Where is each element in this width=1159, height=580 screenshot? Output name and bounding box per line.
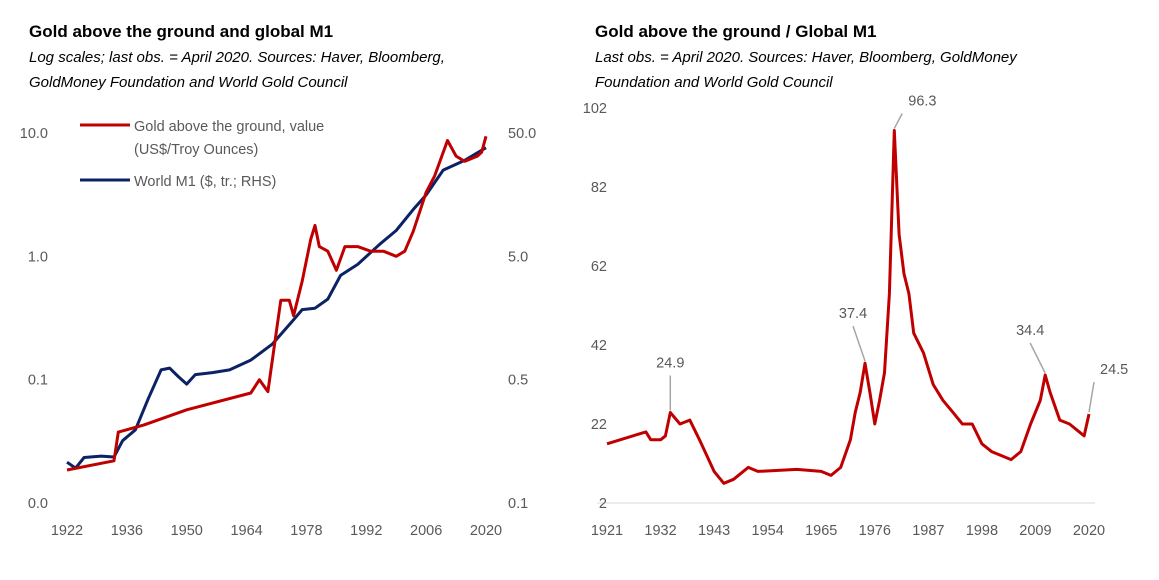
y-left-tick-label: 0.1 <box>28 373 48 389</box>
m1-series-line <box>66 146 487 470</box>
gold-series-line <box>66 135 488 472</box>
y-right-tick-label: 50.0 <box>508 126 536 142</box>
y-right-tick-label: 0.1 <box>508 496 528 512</box>
x-tick-label: 2020 <box>1073 523 1105 539</box>
y-right-tick-label: 5.0 <box>508 249 528 265</box>
x-tick-label: 2009 <box>1019 523 1051 539</box>
y-left-tick-label: 1.0 <box>28 249 48 265</box>
left-chart-subtitle: Log scales; last obs. = April 2020. Sour… <box>29 49 445 91</box>
legend-label-gold: Gold above the ground, value <box>134 119 324 135</box>
x-tick-label: 1954 <box>752 523 784 539</box>
y-tick-label: 22 <box>591 417 607 433</box>
y-tick-label: 102 <box>583 101 607 117</box>
x-tick-label: 1964 <box>230 523 262 539</box>
y-left-tick-label: 10.0 <box>20 126 48 142</box>
annotation-leader-line <box>893 113 903 129</box>
y-tick-label: 2 <box>599 496 607 512</box>
legend-label-m1: World M1 ($, tr.; RHS) <box>134 174 276 190</box>
ratio-series-line <box>606 129 1091 485</box>
annotation-label: 96.3 <box>908 94 936 110</box>
annotation-label: 24.9 <box>656 356 684 372</box>
x-tick-label: 1943 <box>698 523 730 539</box>
annotation-label: 34.4 <box>1016 323 1044 339</box>
left-chart-title: Gold above the ground and global M1 <box>29 22 334 41</box>
x-tick-label: 1978 <box>290 523 322 539</box>
legend-label-gold-unit: (US$/Troy Ounces) <box>134 142 258 158</box>
x-tick-label: 1998 <box>966 523 998 539</box>
x-tick-label: 1987 <box>912 523 944 539</box>
annotation-leader-line <box>1088 382 1095 413</box>
y-tick-label: 42 <box>591 338 607 354</box>
right-chart-title: Gold above the ground / Global M1 <box>595 22 877 41</box>
x-tick-label: 1965 <box>805 523 837 539</box>
annotation-leader-line <box>852 325 866 362</box>
x-tick-label: 1992 <box>350 523 382 539</box>
y-tick-label: 82 <box>591 180 607 196</box>
annotation-label: 37.4 <box>839 306 867 322</box>
x-tick-label: 1921 <box>591 523 623 539</box>
x-tick-label: 2020 <box>470 523 502 539</box>
x-tick-label: 1936 <box>111 523 143 539</box>
annotation-leader-line <box>1029 342 1046 374</box>
x-tick-label: 2006 <box>410 523 442 539</box>
x-tick-label: 1932 <box>644 523 676 539</box>
annotation-label: 24.5 <box>1100 362 1128 378</box>
x-tick-label: 1950 <box>171 523 203 539</box>
y-tick-label: 62 <box>591 259 607 275</box>
y-left-tick-label: 0.0 <box>28 496 48 512</box>
x-tick-label: 1976 <box>859 523 891 539</box>
right-chart-subtitle: Last obs. = April 2020. Sources: Haver, … <box>595 49 1017 91</box>
y-right-tick-label: 0.5 <box>508 373 528 389</box>
x-tick-label: 1922 <box>51 523 83 539</box>
